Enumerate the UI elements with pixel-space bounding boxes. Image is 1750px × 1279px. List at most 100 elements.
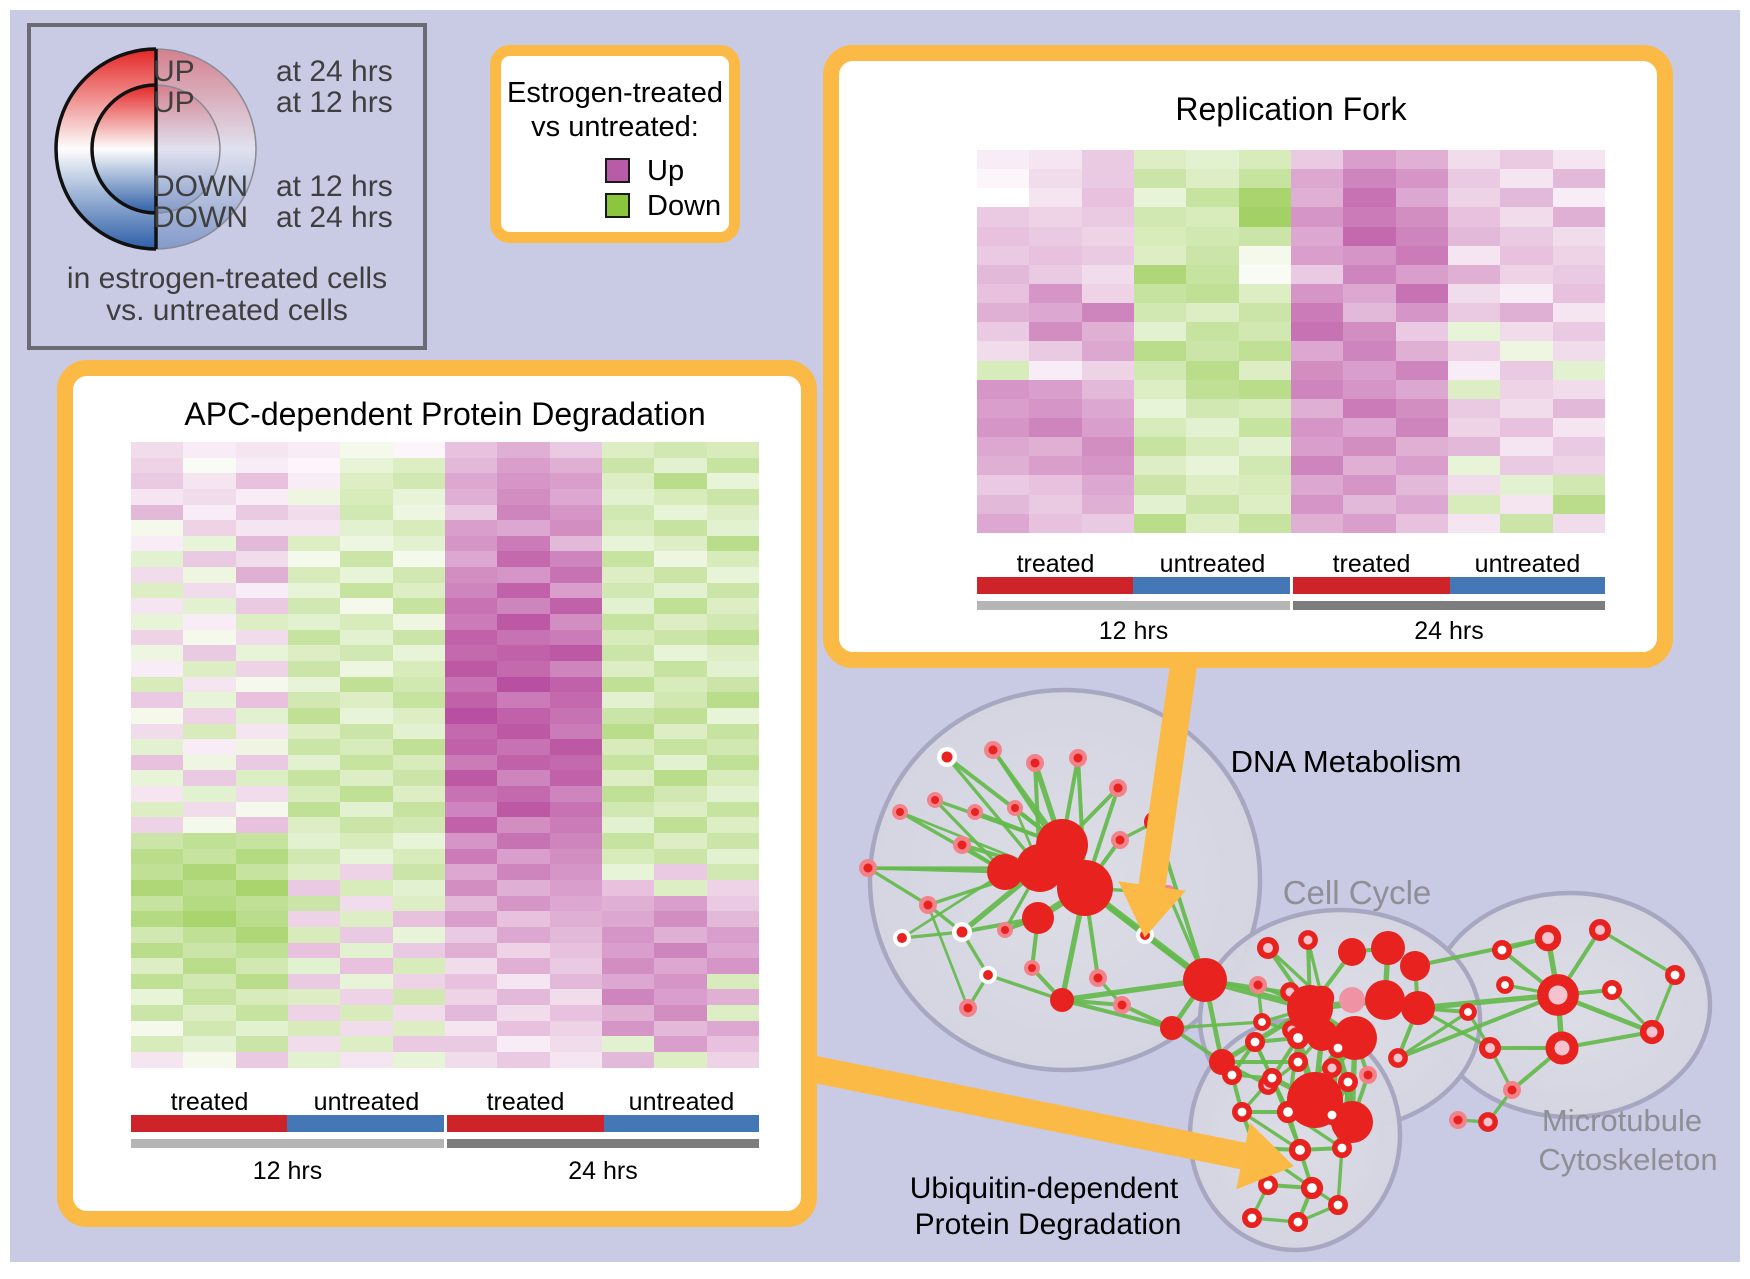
heatmap-cell [1500,360,1553,380]
heatmap-cell [183,942,236,959]
heatmap-cell [1290,417,1344,438]
heatmap-cell [131,770,184,787]
heatmap-cell [1029,341,1082,361]
heatmap-cell [549,973,602,990]
heatmap-cell [235,895,288,912]
heatmap-cell [444,833,498,849]
heatmap-cell [1029,417,1082,438]
network-node-ring [1258,1175,1278,1195]
heatmap-cell [392,723,445,740]
heatmap-cell [131,833,184,849]
heatmap-cell [1447,341,1501,361]
heatmap-cell [235,911,288,927]
heatmap-cell [392,958,445,974]
heatmap-cell [1081,150,1134,170]
heatmap-cell [601,707,655,724]
heatmap-cell [287,629,341,646]
heatmap-cell [444,645,498,661]
heatmap-cell [131,692,184,708]
network-node-ring [1602,980,1622,1000]
heatmap-cell [1343,150,1396,170]
heatmap-cell [1500,169,1553,189]
updown-legend-title-1: Estrogen-treated [506,77,723,109]
up-color-swatch [605,158,630,183]
heatmap-cell [654,958,707,974]
heatmap-cell [1552,150,1605,170]
heatmap-cell [287,989,341,1006]
heatmap-cell [1343,264,1396,284]
heatmap-cell [235,770,288,787]
heatmap-cell [1238,264,1291,284]
heatmap-cell [1552,283,1605,304]
heatmap-cell [497,629,550,646]
heatmap-cell [977,513,1030,533]
heatmap-cell [706,723,759,740]
heatmap-cell [1290,150,1344,170]
heatmap-cell [601,660,655,677]
heatmap-cell [287,801,341,818]
heatmap-cell [131,614,184,630]
heatmap-cell [392,676,445,693]
heatmap-cell [392,801,445,818]
network-node-ring [1459,1003,1477,1021]
heatmap-cell [1290,283,1344,304]
network-node-ring [1322,1105,1342,1125]
heatmap-cell [706,473,759,489]
heatmap-cell [1447,513,1501,533]
heatmap-cell [340,676,393,693]
arrow-replication-fork-to-dna [1138,646,1200,888]
heatmap-cell [601,598,655,615]
heatmap-cell [1186,417,1239,438]
heatmap-cell [183,1020,236,1037]
network-edge [1241,1110,1301,1152]
heatmap-cell [549,942,602,959]
heatmap-cell [601,754,655,771]
network-node-solid [1401,991,1435,1025]
heatmap-cell [1343,417,1396,438]
heatmap-cell [444,1005,498,1021]
heatmap-cell [1290,475,1344,495]
heatmap-cell [549,786,602,802]
heatmap-cell [1238,379,1291,399]
heatmap-cell [131,754,184,771]
heatmap-cell [340,848,393,865]
network-node-ring [1288,1138,1312,1162]
heatmap-cell [1552,264,1605,284]
heatmap-cell [549,801,602,818]
network-edge [1061,998,1173,1030]
heatmap-cell [1290,207,1344,227]
heatmap-cell [1186,360,1239,380]
heatmap-cell [706,739,759,755]
network-node-solid [1050,988,1074,1012]
heatmap-cell [1395,264,1448,284]
heatmap-cell [444,504,498,521]
cell-cycle-label: Cell Cycle [1283,874,1432,911]
heatmap-cell [1133,264,1187,284]
heatmap-cell [1447,188,1501,208]
heatmap-cell [340,989,393,1006]
network-node-ring [1328,1195,1348,1215]
network-node-solid [1338,938,1366,966]
heatmap-cell [287,614,341,630]
heatmap-cell [1290,303,1344,323]
heatmap-cell [977,150,1030,170]
heatmap-cell [654,488,707,505]
heatmap-cell [1395,494,1448,514]
heatmap-cell [131,488,184,505]
heatmap-cell [497,973,550,990]
heatmap-cell [1186,322,1239,342]
heatmap-cell [601,817,655,834]
heatmap-cell [392,786,445,802]
updown-legend-title-2: vs untreated: [531,111,699,143]
network-node-core [941,751,953,763]
heatmap-cell [1029,150,1082,170]
heatmap-cell [444,926,498,943]
heatmap-cell [549,567,602,583]
heatmap-cell [549,645,602,661]
heatmap-cell [654,645,707,661]
heatmap-cell [1290,264,1344,284]
heatmap-cell [131,504,184,521]
heatmap-cell [1186,226,1239,246]
heatmap-cell [1029,245,1082,265]
heatmap-cell [549,739,602,755]
